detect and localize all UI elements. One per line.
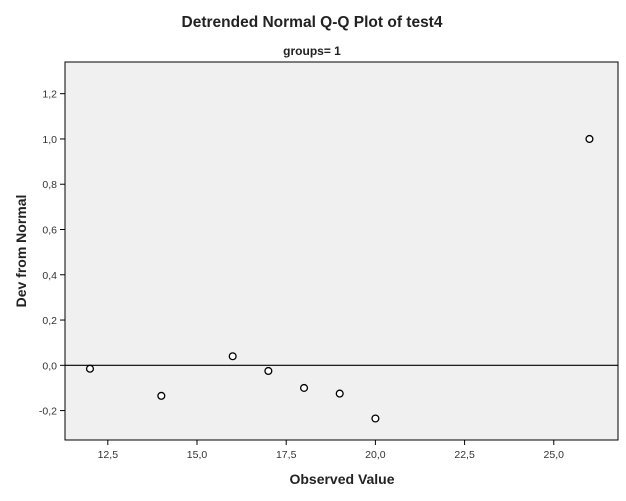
data-point (335, 389, 344, 398)
plot-area (64, 61, 619, 441)
y-tick-label: 0,2 (42, 315, 57, 327)
x-tick-label: 15,0 (187, 449, 208, 461)
x-axis-ticks: 12,5 15,0 17,5 20,0 22,5 25,0 (98, 440, 565, 461)
y-tick-label: -0,2 (39, 406, 57, 418)
x-axis-label: Observed Value (289, 471, 394, 487)
data-points (85, 134, 594, 423)
x-tick-label: 22,5 (454, 449, 475, 461)
y-axis-ticks: -0,2 0,0 0,2 0,4 0,6 0,8 1,0 1,2 (39, 89, 65, 418)
data-point (157, 391, 166, 400)
data-point (264, 366, 273, 376)
y-tick-label: 0,4 (42, 270, 57, 282)
data-point (299, 383, 309, 392)
data-point (585, 134, 594, 144)
data-point (371, 414, 380, 423)
data-point (85, 364, 95, 373)
x-tick-label: 17,5 (276, 449, 297, 461)
y-tick-label: 0,8 (42, 179, 57, 191)
x-tick-label: 12,5 (98, 449, 119, 461)
y-tick-label: 1,0 (42, 134, 57, 146)
chart-subtitle: groups= 1 (283, 44, 341, 58)
y-tick-label: 0,0 (42, 360, 57, 372)
x-tick-label: 20,0 (365, 449, 386, 461)
y-tick-label: 1,2 (42, 89, 57, 101)
chart-title: Detrended Normal Q-Q Plot of test4 (182, 14, 443, 31)
data-point (228, 352, 237, 361)
y-tick-label: 0,6 (42, 224, 57, 236)
y-axis-label: Dev from Normal (13, 195, 29, 308)
x-tick-label: 25,0 (544, 449, 565, 461)
